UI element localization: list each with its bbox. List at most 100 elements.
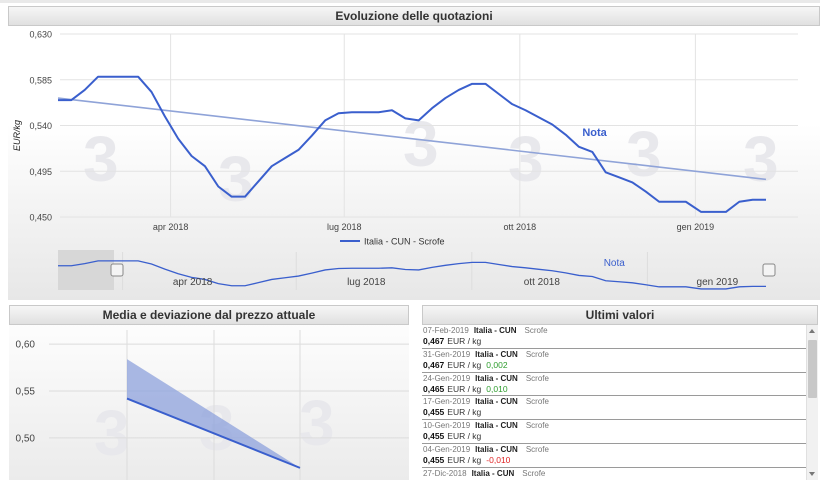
row-category: Scrofe	[525, 444, 549, 454]
row-name: Italia - CUN	[475, 421, 518, 431]
x-tick-label: ott 2018	[504, 222, 537, 232]
row-date: 24-Gen-2019	[423, 373, 471, 383]
row-name: Italia - CUN	[475, 349, 518, 359]
scroll-down-arrow-icon[interactable]	[807, 468, 818, 480]
row-name: Italia - CUN	[475, 444, 518, 454]
row-category: Scrofe	[525, 421, 549, 431]
navigator[interactable]: apr 2018 lug 2018 ott 2018 gen 2019 Nota	[58, 250, 776, 290]
y-tick-label: 0,55	[16, 387, 36, 398]
x-tick-label: apr 2018	[153, 222, 189, 232]
watermark-logo: 3	[94, 397, 130, 469]
row-category: Scrofe	[525, 349, 549, 359]
row-unit: EUR / kg	[447, 383, 482, 394]
navigator-tick-label: apr 2018	[173, 277, 213, 288]
watermark-logo: 3	[83, 123, 119, 195]
watermark-logo: 3	[508, 123, 544, 195]
row-date: 27-Dic-2018	[423, 468, 467, 478]
row-delta: 0,010	[486, 383, 508, 394]
navigator-tick-label: ott 2018	[524, 277, 561, 288]
y-tick-label: 0,540	[29, 121, 52, 131]
list-item[interactable]: 24-Gen-2019 Italia - CUN Scrofe 0,465 EUR / …	[422, 373, 806, 397]
list-item[interactable]: 07-Feb-2019 Italia - CUN Scrofe 0,467 EUR / …	[422, 325, 806, 349]
row-date: 31-Gen-2019	[423, 349, 471, 359]
row-date: 04-Gen-2019	[423, 444, 471, 454]
y-tick-label: 0,60	[16, 340, 36, 351]
row-value: 0,455	[423, 407, 445, 418]
scroll-thumb[interactable]	[808, 340, 817, 398]
watermark-group: 333	[94, 387, 335, 469]
scroll-up-arrow-icon[interactable]	[807, 325, 818, 337]
row-delta: 0,002	[486, 359, 508, 370]
top-rule	[0, 0, 820, 3]
watermark-logo: 3	[743, 123, 779, 195]
list-item[interactable]: 04-Gen-2019 Italia - CUN Scrofe 0,455 EUR / …	[422, 444, 806, 468]
y-tick-label: 0,630	[29, 30, 52, 40]
series-line-italia-cun-scrofe[interactable]	[58, 75, 766, 213]
row-category: Scrofe	[525, 373, 549, 383]
navigator-series-line	[58, 260, 766, 290]
stats-panel: Media e deviazione dal prezzo attuale 3 3…	[9, 305, 409, 480]
navigator-x-axis: apr 2018 lug 2018 ott 2018 gen 2019	[173, 277, 739, 288]
y-axis: 0,60 0,55 0,50	[16, 340, 36, 445]
row-unit: EUR / kg	[447, 431, 482, 442]
row-value: 0,455	[423, 431, 445, 442]
x-axis: apr 2018 lug 2018 ott 2018 gen 2019	[153, 222, 714, 232]
stats-chart: 333 0,600,550,50	[16, 330, 409, 480]
annotation-nota[interactable]: Nota	[582, 127, 607, 139]
row-unit: EUR / kg	[447, 454, 482, 465]
x-tick-label: lug 2018	[327, 222, 362, 232]
list-item[interactable]: 31-Gen-2019 Italia - CUN Scrofe 0,467 EUR / …	[422, 349, 806, 373]
deviation-band[interactable]	[127, 359, 300, 468]
row-unit: EUR / kg	[447, 407, 482, 418]
list-item[interactable]: 27-Dic-2018 Italia - CUN Scrofe	[422, 468, 806, 480]
navigator-tick-label: lug 2018	[347, 277, 386, 288]
mean-line[interactable]	[126, 397, 301, 469]
row-category: Scrofe	[522, 468, 546, 478]
main-chart-title: Evoluzione delle quotazioni	[8, 6, 820, 26]
row-name: Italia - CUN	[475, 373, 518, 383]
navigator-handle-left[interactable]	[110, 263, 124, 277]
navigator-annotation-nota: Nota	[604, 258, 626, 269]
y-tick-label: 0,450	[29, 213, 52, 223]
row-value: 0,465	[423, 383, 445, 394]
row-category: Scrofe	[524, 326, 548, 335]
latest-values-list[interactable]: 07-Feb-2019 Italia - CUN Scrofe 0,467 EUR / …	[422, 325, 806, 480]
row-name: Italia - CUN	[471, 468, 515, 478]
watermark-logo: 3	[218, 143, 254, 215]
legend-label[interactable]: Italia - CUN - Scrofe	[364, 237, 445, 247]
navigator-selection[interactable]	[58, 250, 114, 290]
watermark-logo: 3	[403, 108, 439, 180]
y-tick-label: 0,50	[16, 433, 36, 444]
navigator-handle-right[interactable]	[762, 263, 776, 277]
row-name: Italia - CUN	[473, 326, 517, 335]
row-date: 17-Gen-2019	[423, 397, 471, 407]
chart-grid	[60, 33, 798, 218]
row-unit: EUR / kg	[447, 336, 482, 346]
list-item[interactable]: 10-Gen-2019 Italia - CUN Scrofe 0,455 EUR / …	[422, 420, 806, 444]
latest-values-title: Ultimi valori	[422, 305, 818, 325]
row-date: 10-Gen-2019	[423, 421, 471, 431]
latest-values-panel: Ultimi valori 07-Feb-2019 Italia - CUN Scr…	[422, 305, 818, 480]
trend-line	[57, 97, 767, 181]
row-name: Italia - CUN	[475, 397, 518, 407]
list-item[interactable]: 17-Gen-2019 Italia - CUN Scrofe 0,455 EUR / …	[422, 396, 806, 421]
row-delta: -0,010	[486, 454, 511, 465]
row-category: Scrofe	[525, 397, 549, 407]
navigator-tick-label: gen 2019	[697, 277, 739, 288]
y-axis: 0,630 0,585 0,540 0,495 0,450	[29, 30, 52, 223]
watermark-logo: 3	[626, 118, 662, 190]
x-tick-label: gen 2019	[677, 222, 715, 232]
list-scrollbar[interactable]	[806, 325, 818, 480]
row-value: 0,467	[423, 359, 445, 370]
watermark-logo: 3	[299, 387, 335, 459]
row-unit: EUR / kg	[447, 359, 482, 370]
stats-panel-title: Media e deviazione dal prezzo attuale	[9, 305, 409, 325]
row-value: 0,467	[423, 336, 445, 346]
y-tick-label: 0,495	[29, 167, 52, 177]
row-value: 0,455	[423, 454, 445, 465]
row-date: 07-Feb-2019	[423, 326, 469, 335]
y-axis-label: EUR/kg	[12, 120, 22, 151]
legend[interactable]: Italia - CUN - Scrofe	[340, 237, 445, 247]
